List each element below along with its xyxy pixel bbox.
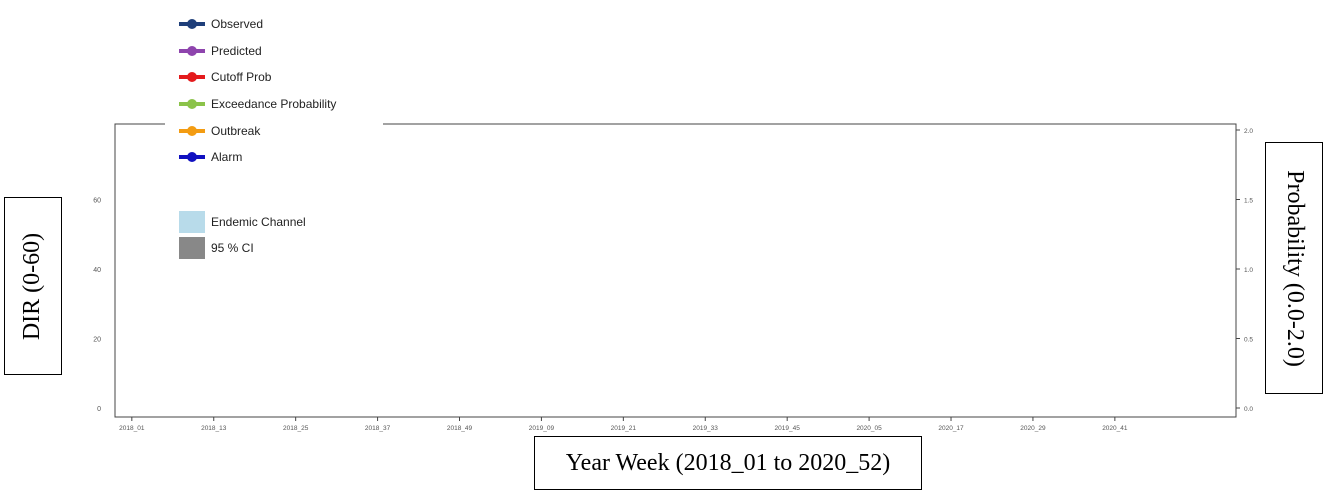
y-tick-label-right: 2.0 <box>1244 128 1253 135</box>
legend-dot <box>187 72 197 82</box>
x-tick-label: 2019_09 <box>529 425 555 432</box>
y-axis-left-label-box: DIR (0-60) <box>4 197 62 375</box>
x-tick-label: 2019_33 <box>693 425 719 432</box>
legend-label: Cutoff Prob <box>211 70 272 84</box>
legend-label: Observed <box>211 17 264 31</box>
x-tick-label: 2018_13 <box>201 425 227 432</box>
x-tick-label: 2018_01 <box>119 425 145 432</box>
legend-item: Predicted <box>179 41 262 61</box>
legend-label: Alarm <box>211 150 243 164</box>
y-tick-label-left: 0 <box>97 406 101 413</box>
x-tick-label: 2018_37 <box>365 425 391 432</box>
legend-item: Cutoff Prob <box>179 67 271 87</box>
legend-label: Exceedance Probability <box>211 97 337 111</box>
x-axis-label-box: Year Week (2018_01 to 2020_52) <box>534 436 922 490</box>
legend-swatch-line <box>179 46 205 56</box>
legend-item: Outbreak <box>179 121 260 141</box>
legend-swatch-fill <box>179 237 205 259</box>
legend-item: Observed <box>179 14 263 34</box>
y-axis-left-label: DIR (0-60) <box>19 232 46 340</box>
y-tick-label-right: 1.0 <box>1244 267 1253 274</box>
legend-swatch-line <box>179 99 205 109</box>
y-tick-label-left: 20 <box>93 337 101 344</box>
legend-item: Endemic Channel <box>179 211 306 233</box>
x-tick-label: 2018_25 <box>283 425 309 432</box>
x-tick-label: 2018_49 <box>447 425 473 432</box>
y-tick-label-left: 40 <box>93 267 101 274</box>
legend-swatch-fill <box>179 211 205 233</box>
x-tick-label: 2019_45 <box>775 425 801 432</box>
legend-swatch-line <box>179 19 205 29</box>
x-tick-label: 2020_41 <box>1102 425 1128 432</box>
x-tick-label: 2020_17 <box>938 425 964 432</box>
tick-labels: 0 20 40 60 2018_01 2018_13 2018_25 2018_37 2018_… <box>93 128 1253 432</box>
x-tick-label: 2020_29 <box>1020 425 1046 432</box>
x-tick-label: 2019_21 <box>611 425 637 432</box>
legend-item: Alarm <box>179 147 242 167</box>
legend: Observed Predicted Cutoff Prob Exceedance P… <box>165 4 383 274</box>
y-tick-label-right: 1.5 <box>1244 198 1253 205</box>
legend-item: Exceedance Probability <box>179 94 336 114</box>
y-tick-label-right: 0.0 <box>1244 406 1253 413</box>
legend-dot <box>187 126 197 136</box>
legend-label: 95 % CI <box>211 241 254 255</box>
legend-dot <box>187 19 197 29</box>
x-axis-label: Year Week (2018_01 to 2020_52) <box>565 449 891 476</box>
legend-swatch-line <box>179 126 205 136</box>
legend-swatch-line <box>179 72 205 82</box>
legend-dot <box>187 152 197 162</box>
y-axis-right-label-box: Probability (0.0-2.0) <box>1265 142 1323 394</box>
legend-swatch-line <box>179 152 205 162</box>
legend-item: 95 % CI <box>179 237 254 259</box>
legend-dot <box>187 46 197 56</box>
legend-label: Predicted <box>211 44 262 58</box>
legend-dot <box>187 99 197 109</box>
legend-label: Outbreak <box>211 124 261 138</box>
y-tick-label-right: 0.5 <box>1244 337 1253 344</box>
x-tick-label: 2020_05 <box>856 425 882 432</box>
y-tick-label-left: 60 <box>93 198 101 205</box>
y-axis-right-label: Probability (0.0-2.0) <box>1281 169 1308 367</box>
legend-label: Endemic Channel <box>211 215 306 229</box>
